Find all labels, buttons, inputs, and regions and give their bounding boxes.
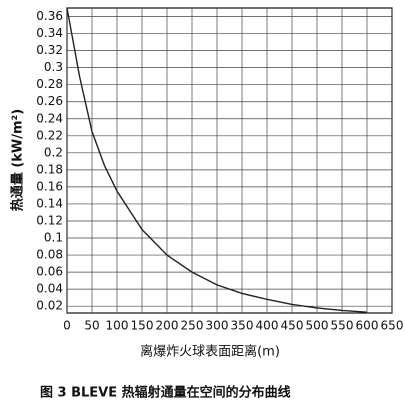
y-tick-label: 0.06 <box>36 265 63 279</box>
y-tick-label: 0.28 <box>36 77 63 91</box>
y-tick-label: 0.14 <box>36 196 63 210</box>
chart-title: 图 3 BLEVE 热辐射通量在空间的分布曲线 <box>40 385 291 401</box>
y-tick-label: 0.24 <box>36 111 63 125</box>
y-tick-label: 0.36 <box>36 9 63 23</box>
y-tick-label: 0.04 <box>36 282 63 296</box>
y-tick-label: 0.34 <box>36 26 63 40</box>
y-tick-label: 0.22 <box>36 128 63 142</box>
x-tick-label: 300 <box>206 319 229 333</box>
x-tick-label: 600 <box>356 319 379 333</box>
y-tick-label: 0.12 <box>36 213 63 227</box>
plot-frame <box>66 7 393 314</box>
x-tick-label: 200 <box>156 319 179 333</box>
x-tick-label: 350 <box>231 319 254 333</box>
x-tick-label: 550 <box>331 319 354 333</box>
x-tick-label: 450 <box>281 319 304 333</box>
y-tick-label: 0.2 <box>44 145 63 159</box>
x-tick-label: 400 <box>256 319 279 333</box>
line-series <box>66 7 368 313</box>
y-tick-label: 0.16 <box>36 179 63 193</box>
x-tick-label: 500 <box>306 319 329 333</box>
x-axis-label: 离爆炸火球表面距离(m) <box>140 344 280 360</box>
x-tick-label: 0 <box>63 319 71 333</box>
x-tick-label: 250 <box>181 319 204 333</box>
y-tick-label: 0.26 <box>36 94 63 108</box>
x-tick-label: 650 <box>381 319 404 333</box>
y-tick-label: 0.1 <box>44 231 63 245</box>
y-axis-label: 热通量 (kW/m²) <box>10 109 26 211</box>
x-tick-label: 50 <box>84 319 99 333</box>
y-tick-label: 0.3 <box>44 60 63 74</box>
y-tick-label: 0.02 <box>36 299 63 313</box>
y-tick-label: 0.08 <box>36 248 63 262</box>
y-tick-label: 0.18 <box>36 162 63 176</box>
y-tick-label: 0.32 <box>36 43 63 57</box>
x-tick-label: 150 <box>131 319 154 333</box>
x-tick-label: 100 <box>106 319 129 333</box>
